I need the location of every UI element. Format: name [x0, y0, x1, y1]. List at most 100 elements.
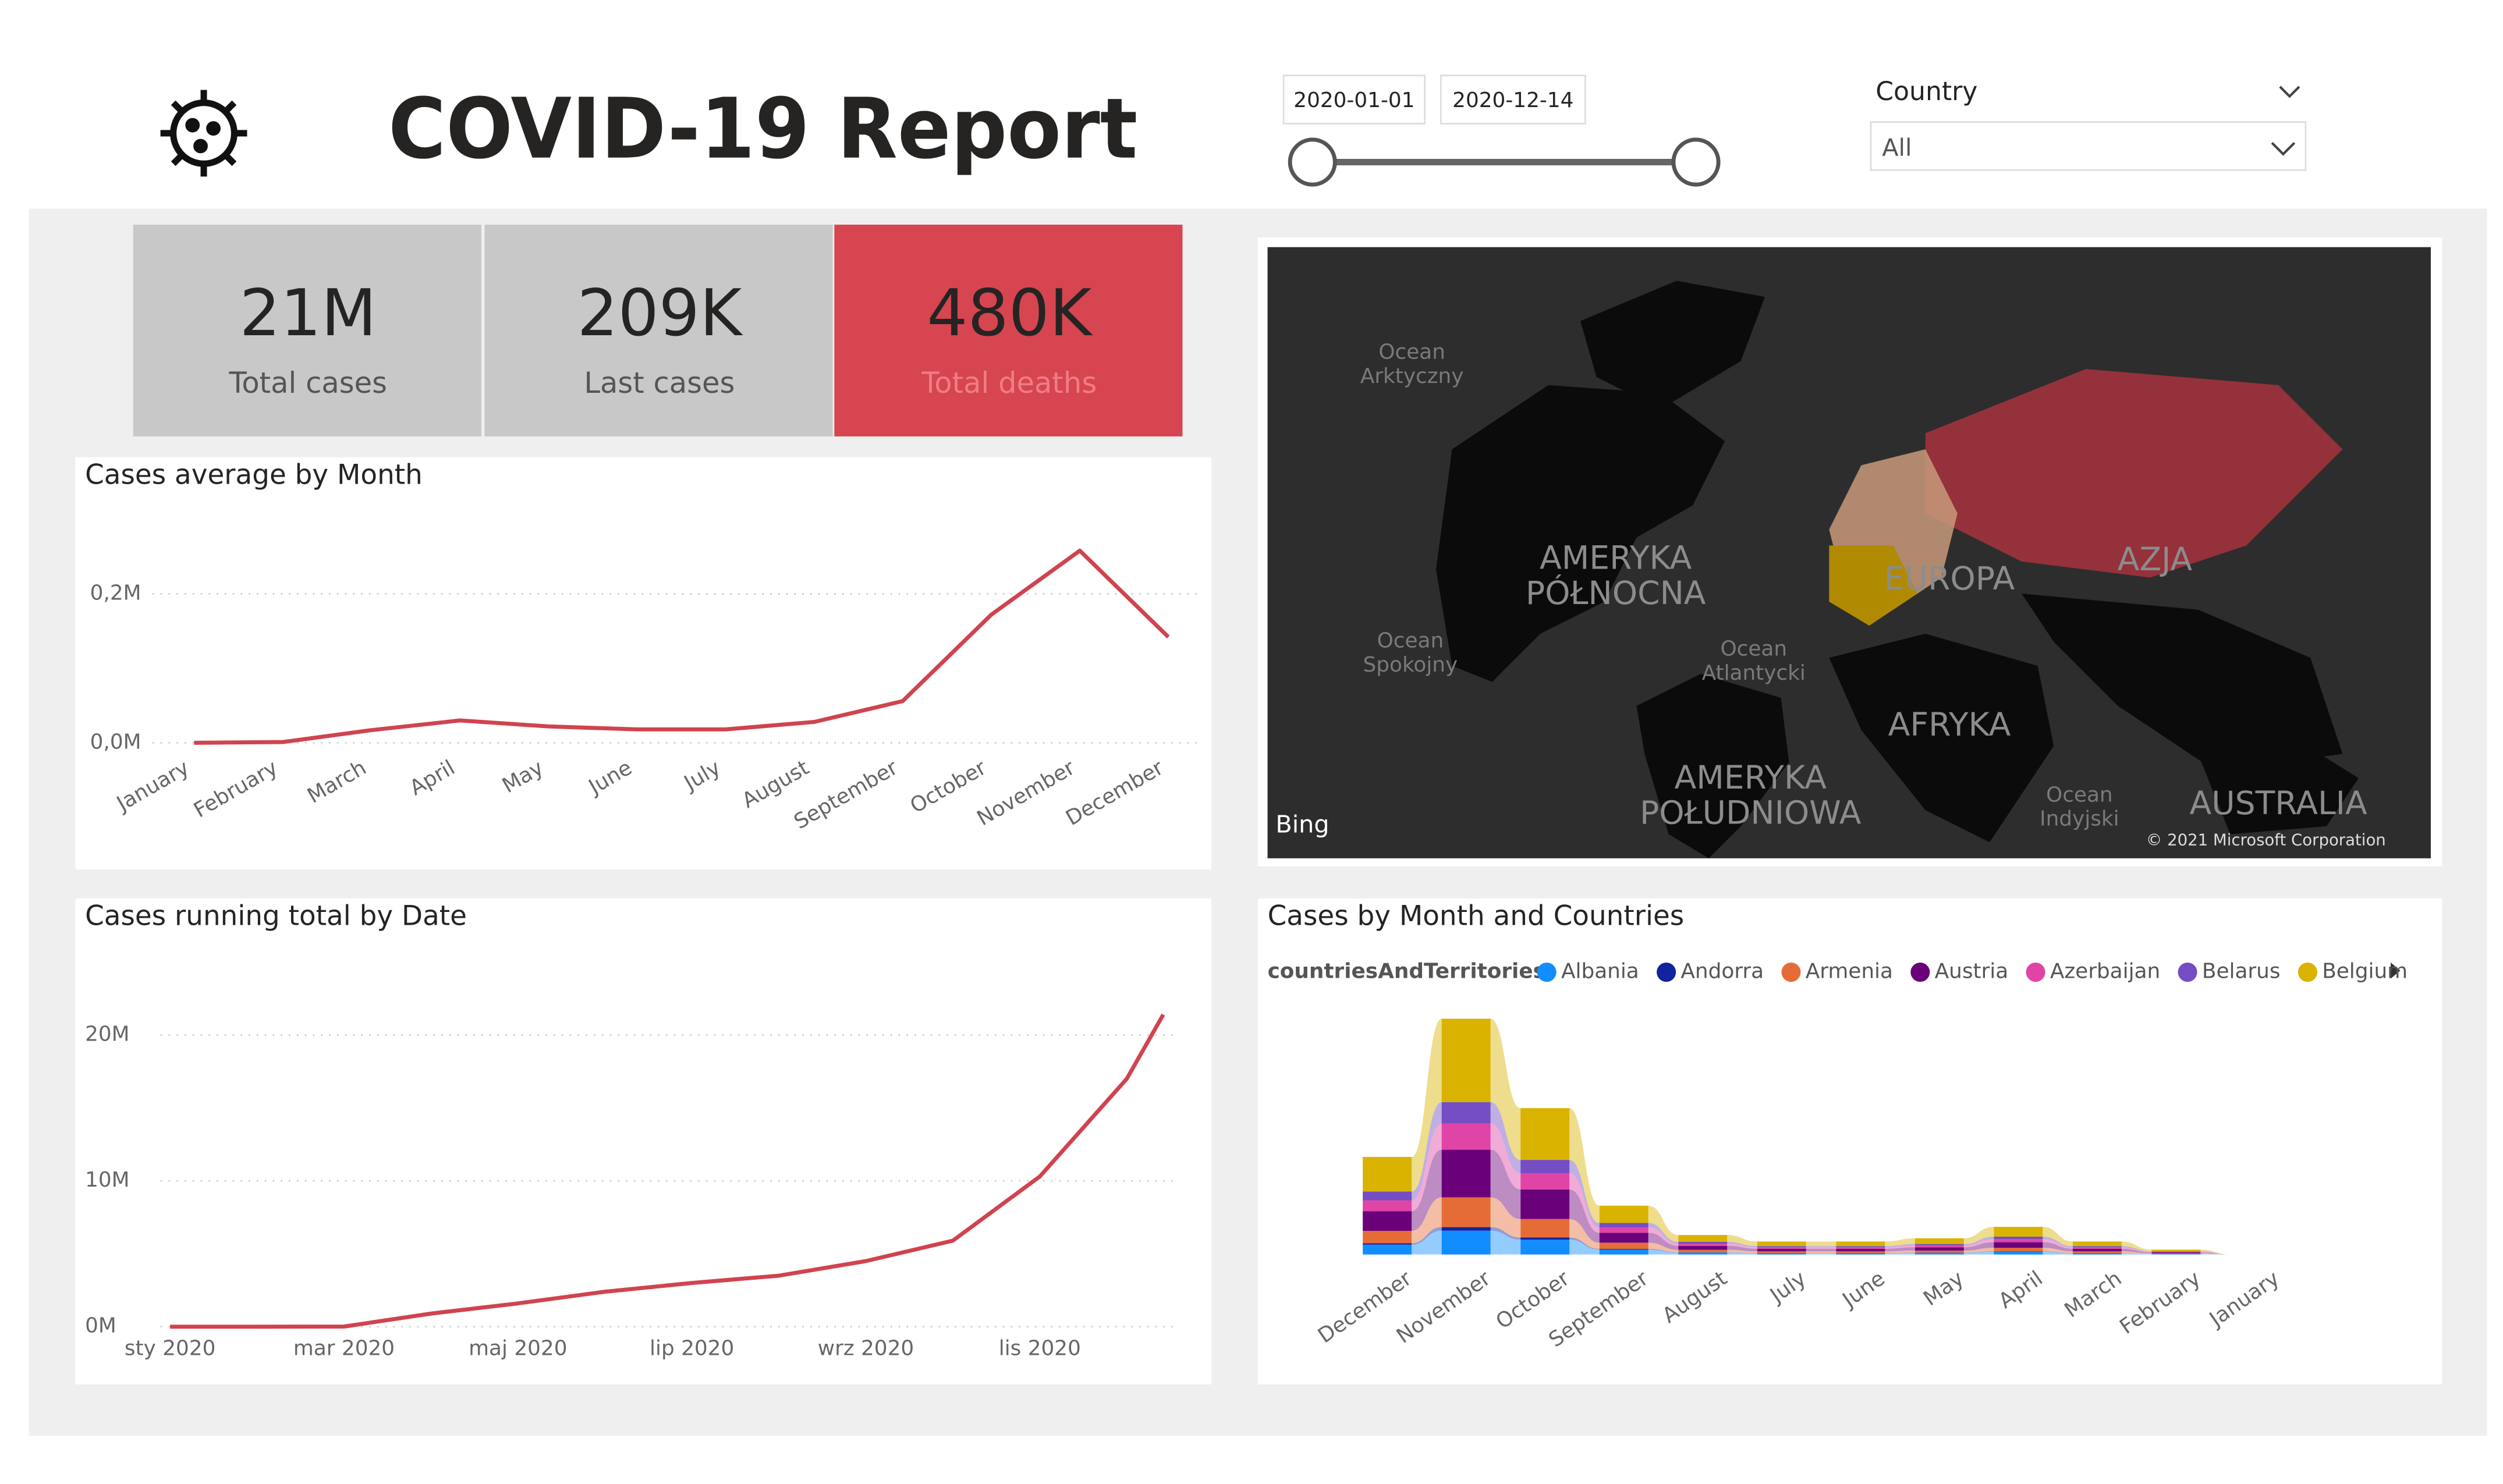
- x-tick-label: wrz 2020: [818, 1336, 914, 1360]
- ribbon-segment: [2072, 1247, 2122, 1249]
- date-start[interactable]: 2020-01-01: [1293, 88, 1414, 112]
- ribbon-connector: [2043, 1242, 2073, 1252]
- ribbon-segment: [1363, 1231, 1412, 1244]
- ribbon-connector: [1806, 1248, 1837, 1252]
- slider-handle[interactable]: [1671, 137, 1721, 187]
- date-start-box[interactable]: [1282, 74, 1426, 125]
- dropdown-chevron[interactable]: [2271, 142, 2296, 156]
- ribbon-connector: [1490, 1123, 1521, 1190]
- ribbon-segment: [2151, 1252, 2201, 1254]
- ribbon-connector: [2121, 1253, 2152, 1254]
- ribbon-connector: [2043, 1239, 2073, 1249]
- ribbon-connector: [1412, 1102, 1442, 1201]
- kpi-label: Total deaths: [921, 366, 1097, 400]
- ribbon-connector: [1806, 1247, 1837, 1249]
- date-end[interactable]: 2020-12-14: [1452, 88, 1573, 112]
- ribbon-segment: [1363, 1200, 1412, 1212]
- kpi-label: Last cases: [584, 366, 735, 400]
- ribbon-segment: [1915, 1252, 1964, 1255]
- y-tick-label: 20M: [85, 1023, 130, 1046]
- ribbon-segment: [1678, 1252, 1728, 1253]
- x-tick-label: maj 2020: [469, 1336, 567, 1360]
- ribbon-segment: [1441, 1149, 1491, 1198]
- ribbon-connector: [1727, 1252, 1757, 1255]
- ribbon-segment: [1520, 1173, 1570, 1190]
- chart-title: Cases average by Month: [85, 459, 423, 491]
- ribbon-connector: [1806, 1253, 1837, 1255]
- ribbon-connector: [1885, 1252, 1915, 1254]
- ribbon-connector: [1727, 1235, 1757, 1247]
- ribbon-connector: [1490, 1227, 1521, 1240]
- ribbon-connector: [1648, 1248, 1679, 1253]
- map-label: Ocean: [1720, 637, 1787, 661]
- kpi-card: [484, 225, 833, 436]
- filter-value[interactable]: All: [1882, 134, 1912, 162]
- legend-swatch: [2026, 963, 2045, 982]
- line-series: [170, 1013, 1165, 1329]
- ribbon-connector: [1963, 1251, 1994, 1255]
- ribbon-segment: [1757, 1241, 1806, 1247]
- ribbon-connector: [2121, 1248, 2152, 1254]
- ribbon-segment: [1994, 1251, 2043, 1255]
- kpi-value: 209K: [577, 276, 743, 351]
- ribbon-segment: [1994, 1251, 2043, 1252]
- map-label: Ocean: [1378, 340, 1445, 364]
- ribbon-connector: [1806, 1246, 1837, 1248]
- ribbon-connector: [1490, 1197, 1521, 1238]
- ribbon-segment: [1757, 1248, 1806, 1252]
- date-end-box[interactable]: [1440, 74, 1586, 125]
- ribbon-connector: [1885, 1238, 1915, 1247]
- ribbon-segment: [1836, 1247, 1885, 1249]
- kpi-card: [834, 225, 1183, 436]
- ribbon-segment: [2072, 1246, 2122, 1248]
- ribbon-segment: [1915, 1238, 1964, 1244]
- ribbon-segment: [1363, 1191, 1412, 1201]
- ribbon-connector: [1569, 1237, 1600, 1250]
- map-label: PÓŁNOCNA: [1526, 574, 1706, 612]
- map: [1267, 247, 2431, 858]
- ribbon-connector: [2121, 1241, 2152, 1252]
- ribbon-segment: [1678, 1252, 1728, 1255]
- ribbon-connector: [1806, 1241, 1837, 1247]
- map-label: Atlantycki: [1702, 661, 1806, 685]
- ribbon-connector: [2200, 1254, 2231, 1255]
- ribbon-segment: [2072, 1251, 2122, 1254]
- ribbon-connector: [2200, 1253, 2231, 1255]
- ribbon-connector: [1490, 1230, 1521, 1255]
- ribbon-segment: [1836, 1248, 1885, 1252]
- report-title: COVID-19 Report: [388, 80, 1137, 177]
- map-label: POŁUDNIOWA: [1640, 794, 1862, 832]
- ribbon-connector: [1963, 1251, 1994, 1253]
- ribbon-connector: [2121, 1247, 2152, 1252]
- ribbon-connector: [1963, 1227, 1994, 1244]
- collapse-chevron[interactable]: [2279, 86, 2300, 98]
- ribbon-connector: [1569, 1160, 1600, 1228]
- ribbon-segment: [2151, 1254, 2201, 1255]
- y-tick-label: 10M: [85, 1168, 130, 1192]
- x-tick-label: lip 2020: [650, 1336, 734, 1360]
- map-label: EUROPA: [1884, 560, 2015, 597]
- filter-dropdown[interactable]: [1870, 121, 2307, 171]
- ribbon-segment: [1915, 1247, 1964, 1251]
- legend-next[interactable]: [2391, 963, 2401, 979]
- ribbon-segment: [1757, 1247, 1806, 1249]
- ribbon-segment: [2072, 1248, 2122, 1252]
- legend-label: Azerbaijan: [2050, 960, 2160, 984]
- ribbon-connector: [2043, 1236, 2073, 1248]
- slider-handle[interactable]: [1288, 137, 1337, 187]
- map-label: AZJA: [2118, 541, 2193, 578]
- ribbon-segment: [1678, 1245, 1728, 1250]
- ribbon-segment: [1520, 1237, 1570, 1240]
- kpi-card: [133, 225, 481, 436]
- x-tick-label: mar 2020: [293, 1336, 395, 1360]
- x-tick-label: sty 2020: [125, 1336, 216, 1360]
- ribbon-connector: [1963, 1236, 1994, 1246]
- legend-label: Austria: [1935, 960, 2009, 984]
- ribbon-connector: [1569, 1240, 1600, 1255]
- ribbon-connector: [1412, 1227, 1442, 1245]
- legend-swatch: [2298, 963, 2317, 982]
- map-label: AFRYKA: [1888, 706, 2011, 743]
- ribbon-segment: [1678, 1244, 1728, 1246]
- ribbon-segment: [1599, 1223, 1648, 1228]
